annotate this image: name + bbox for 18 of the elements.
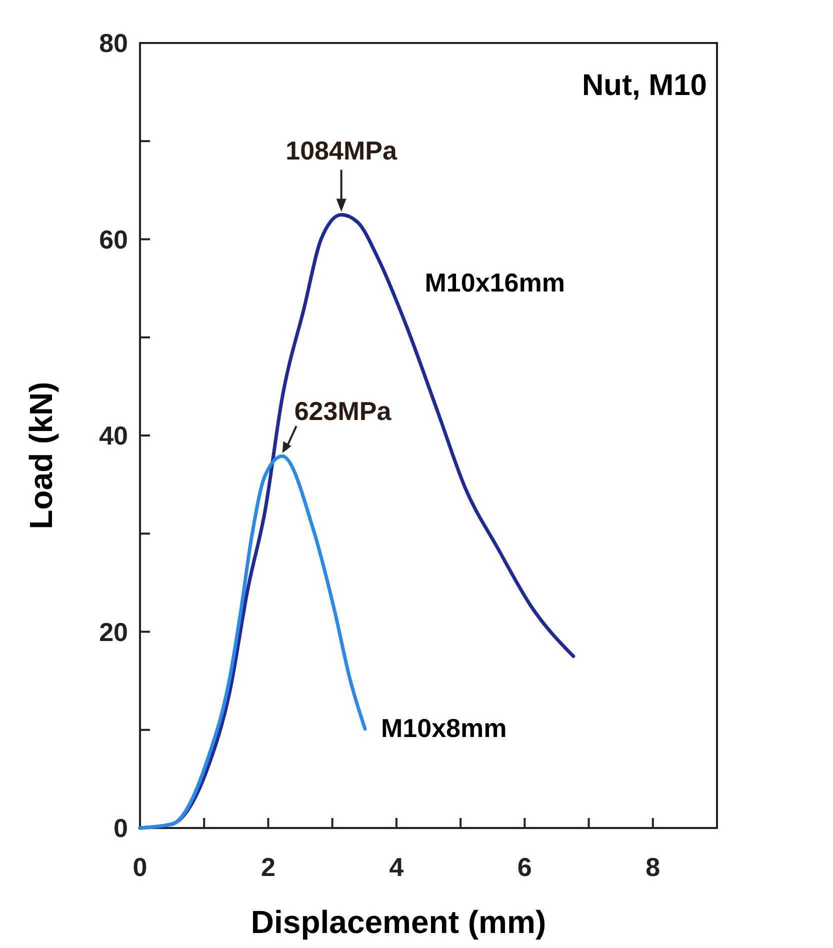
annotation: 623MPa [294,396,392,426]
y-tick-label: 60 [99,224,128,254]
x-tick-label: 0 [132,852,148,882]
y-tick-label: 40 [99,420,128,450]
x-tick-label: 8 [646,852,660,882]
x-axis-title: Displacement (mm) [250,904,546,940]
series-label: M10x8mm [381,712,507,743]
annotation: 1084MPa [286,136,398,166]
x-tick-label: 4 [389,852,404,882]
x-tick-label: 2 [260,852,276,882]
y-axis-title: Load (kN) [23,382,59,530]
y-tick-label: 80 [99,28,128,58]
line-series [138,454,367,830]
series-label: M10x16mm [424,268,565,298]
y-tick-label: 0 [114,813,128,843]
text: Nut, M10 [582,69,707,102]
x-tick-label: 6 [517,852,532,882]
y-tick-label: 20 [99,616,128,647]
